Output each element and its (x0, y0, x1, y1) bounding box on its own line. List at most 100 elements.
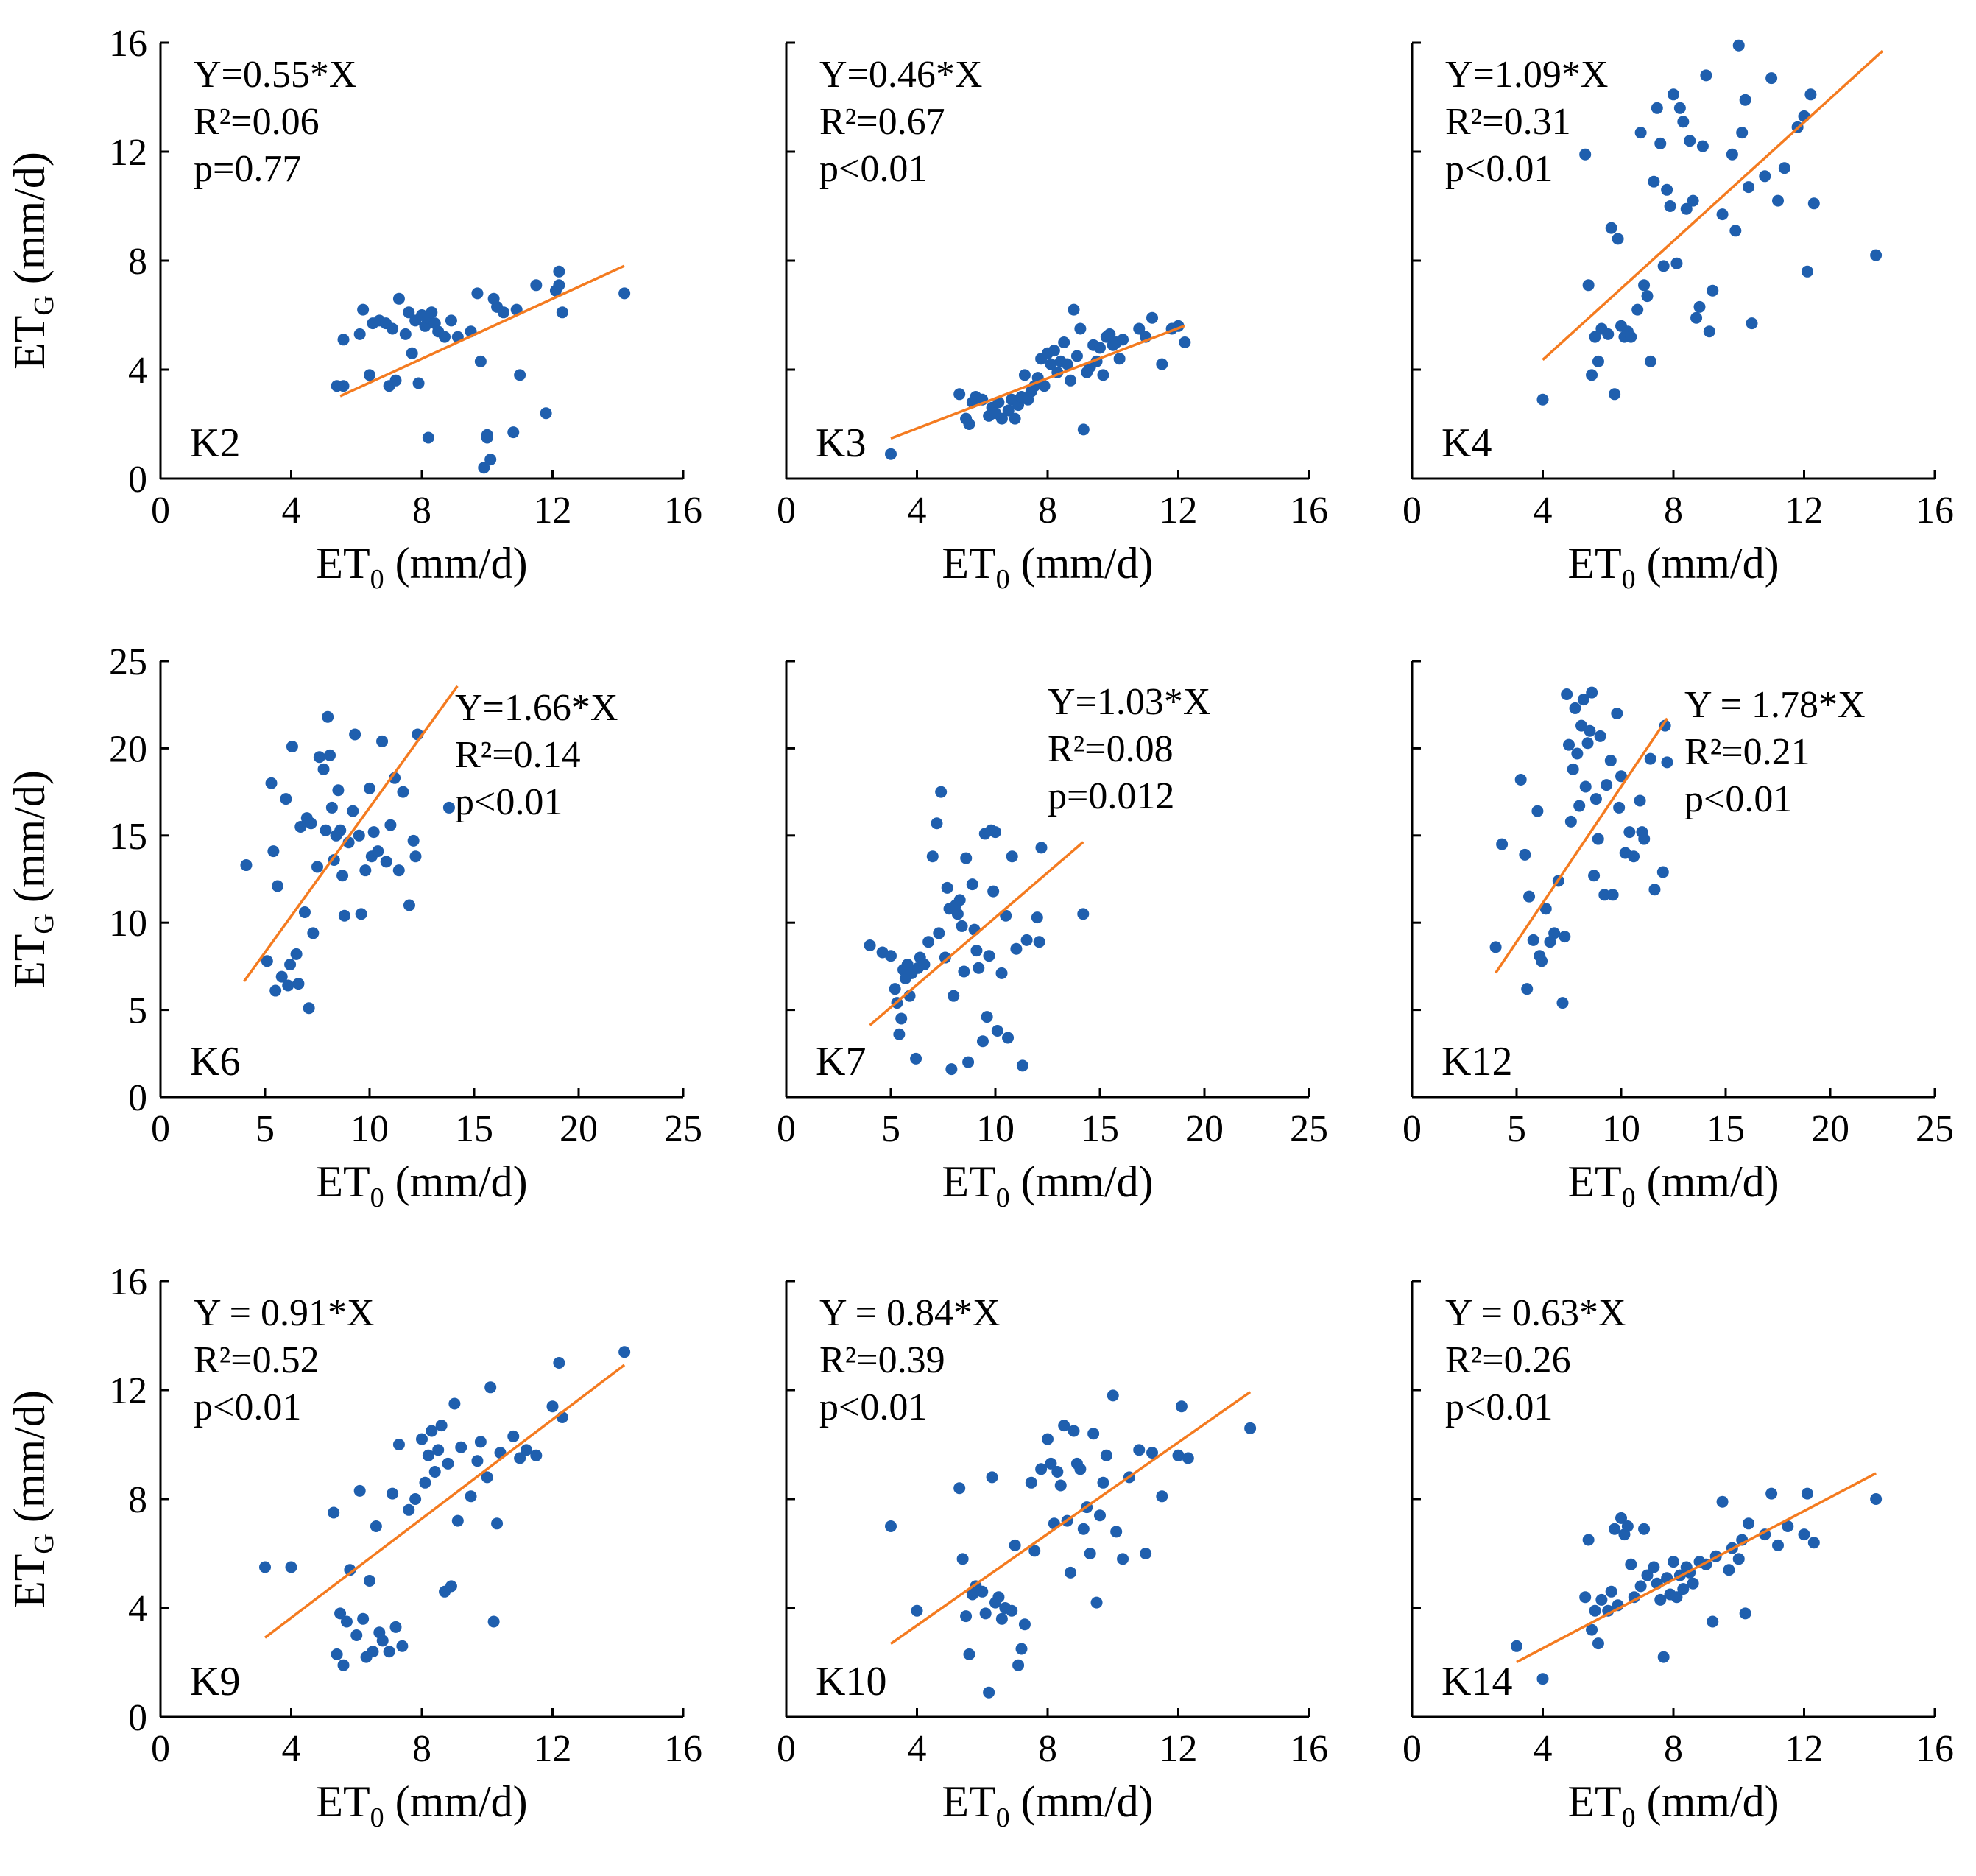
data-point (1634, 127, 1647, 139)
x-axis-title: ET0 (mm/d) (316, 1777, 527, 1833)
panel-label: K7 (816, 1039, 866, 1085)
data-point (1684, 135, 1696, 147)
data-point (1739, 1607, 1751, 1620)
data-point (337, 380, 350, 392)
fit-line (264, 1364, 626, 1639)
data-point (1648, 884, 1661, 896)
equation-text: Y = 1.78*X (1684, 684, 1866, 726)
data-point (392, 864, 405, 877)
data-point (960, 852, 973, 864)
x-tick-label: 20 (1185, 1108, 1224, 1150)
data-point (1033, 936, 1045, 948)
data-point (1117, 334, 1129, 346)
data-point (313, 751, 325, 764)
data-point (334, 824, 347, 836)
data-point (435, 1420, 448, 1432)
r-squared-text: R²=0.67 (819, 101, 945, 143)
data-point (1759, 170, 1771, 183)
data-point (261, 955, 273, 967)
fit-line (890, 324, 1186, 440)
data-point (958, 965, 970, 978)
data-point (1631, 303, 1644, 316)
data-point (995, 412, 1008, 425)
data-point (265, 777, 278, 789)
data-point (1638, 1523, 1651, 1535)
data-point (1020, 934, 1033, 946)
data-point (953, 388, 966, 401)
data-point (267, 845, 280, 858)
x-tick-label: 10 (350, 1108, 389, 1150)
data-point (941, 881, 953, 894)
data-point (1015, 1643, 1028, 1655)
data-point (1732, 1553, 1745, 1565)
data-point (275, 970, 288, 983)
data-point (895, 1012, 908, 1025)
x-tick-label: 25 (1916, 1108, 1954, 1150)
data-point (355, 908, 367, 920)
data-point (353, 829, 365, 842)
x-tick-label: 4 (908, 490, 927, 532)
data-point (1668, 1556, 1679, 1568)
data-point (956, 1553, 969, 1565)
data-point (1609, 388, 1621, 401)
data-point (918, 959, 931, 971)
fit-line (339, 264, 625, 398)
x-tick-label: 0 (151, 1728, 170, 1770)
data-point (1656, 866, 1669, 878)
p-value-text: p=0.77 (194, 148, 301, 190)
data-point (1065, 374, 1077, 387)
x-tick-label: 5 (1507, 1108, 1526, 1150)
data-point (1595, 1593, 1608, 1606)
data-point (1527, 934, 1539, 946)
y-tick-label: 25 (109, 641, 147, 683)
x-tick-label: 10 (1602, 1108, 1640, 1150)
y-tick-label: 0 (128, 1077, 147, 1119)
data-point (439, 331, 451, 343)
data-point (1609, 1523, 1621, 1535)
data-point (973, 962, 985, 974)
x-tick-label: 4 (282, 490, 301, 532)
data-point (556, 306, 568, 319)
fit-line (1495, 717, 1668, 974)
y-tick-label: 20 (109, 728, 147, 770)
data-point (1009, 412, 1021, 425)
x-tick-label: 16 (1916, 490, 1954, 532)
data-point (546, 1400, 559, 1413)
data-point (1058, 1420, 1070, 1432)
data-point (1644, 355, 1656, 367)
data-point (960, 1610, 973, 1623)
panel-k3: 0 4 8 12 16 ET0 (mm/d) Y=0.46*X R²=0.67 p<0.01 K3 (777, 41, 1328, 595)
data-point (893, 1028, 906, 1040)
data-point (1586, 686, 1598, 699)
x-axis-title: ET0 (mm/d) (942, 539, 1153, 595)
data-point (419, 1476, 431, 1489)
data-point (1536, 1673, 1549, 1685)
data-point (553, 1357, 565, 1369)
data-point (1582, 1534, 1595, 1546)
data-point (1012, 1659, 1025, 1671)
data-point (445, 314, 457, 327)
data-point (1661, 756, 1673, 769)
data-point (1638, 279, 1651, 292)
data-point (1634, 1580, 1647, 1593)
data-point (1025, 1476, 1037, 1489)
data-point (514, 1452, 526, 1464)
data-point (507, 1430, 520, 1442)
data-point (292, 978, 305, 990)
panel-k6: 0 5 10 15 20 25 0 5 10 15 20 25 ET0 (mm/d) ETG (mm/d)… (5, 641, 702, 1213)
data-point (1604, 754, 1617, 766)
data-point (426, 1425, 438, 1437)
data-point (979, 1607, 992, 1620)
data-point (939, 951, 951, 964)
x-tick-label: 4 (282, 1728, 301, 1770)
data-point (1077, 423, 1090, 436)
data-point (1156, 358, 1168, 370)
data-point (1765, 72, 1778, 85)
data-point (1084, 1548, 1096, 1559)
data-point (1611, 708, 1623, 720)
data-point (963, 418, 975, 430)
data-point (1746, 317, 1758, 330)
data-point (1648, 175, 1660, 188)
x-tick-label: 4 (908, 1728, 927, 1770)
data-point (1687, 194, 1699, 207)
